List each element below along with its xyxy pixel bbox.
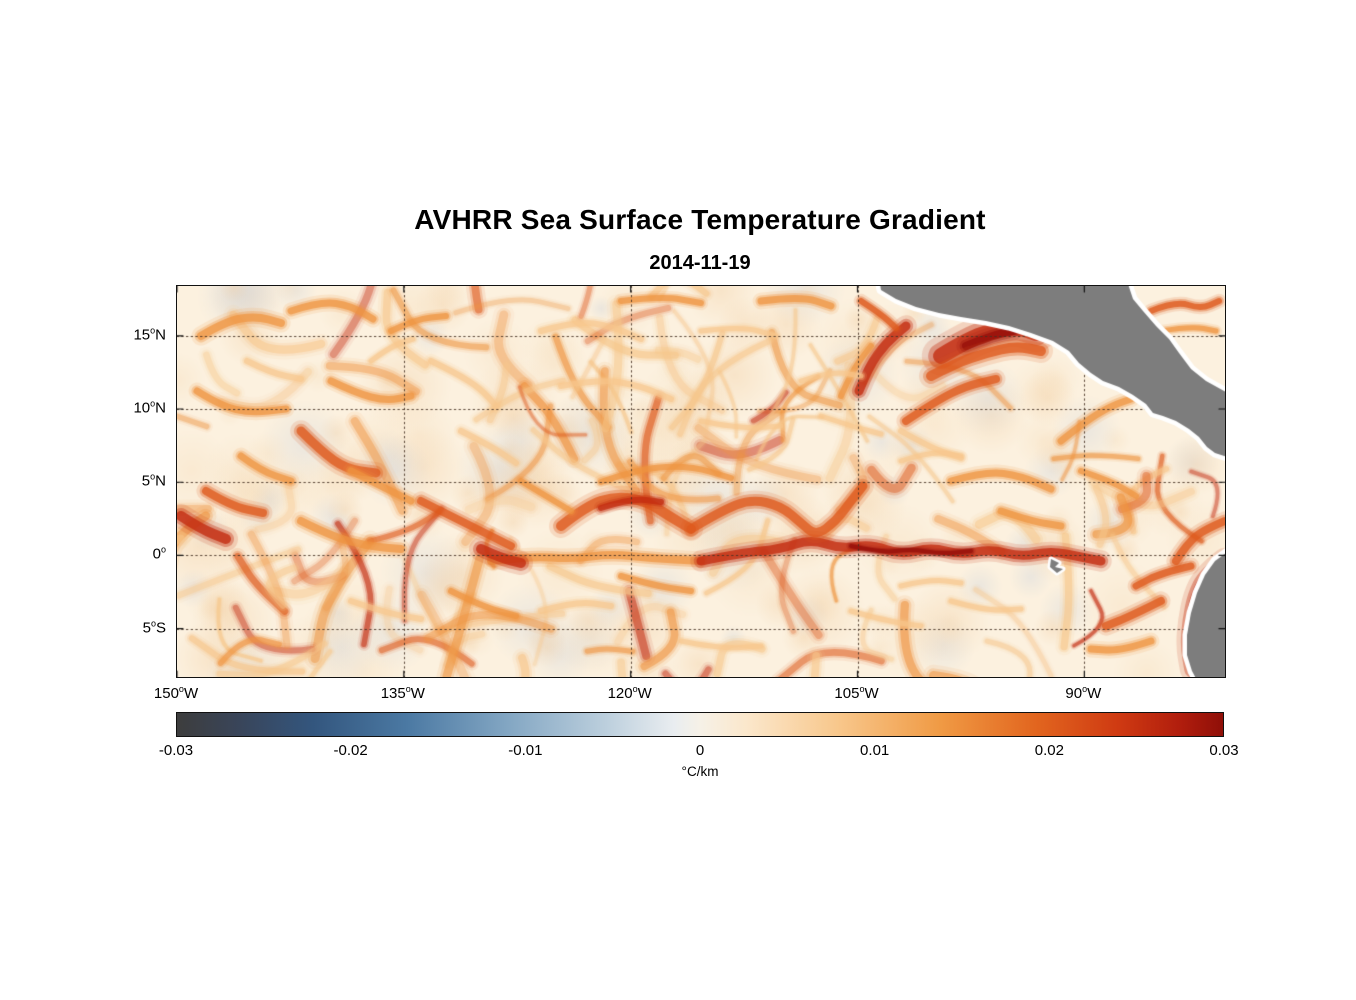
x-tick-label-150W: 150oW	[153, 684, 199, 703]
colorbar-tick-label-0.02: 0.02	[1034, 742, 1064, 759]
x-tick-label-105W: 105oW	[834, 684, 879, 703]
y-tick-label-10N: 10oN	[133, 398, 166, 417]
sst-gradient-map-canvas	[177, 286, 1225, 677]
colorbar-units-label: °C/km	[681, 764, 719, 779]
y-tick-label-5S: 5oS	[142, 618, 166, 637]
figure-title: AVHRR Sea Surface Temperature Gradient	[414, 204, 986, 235]
y-tick-label-0deg: 0o	[152, 544, 166, 563]
y-tick-label-5N: 5oN	[141, 471, 166, 490]
colorbar	[176, 712, 1224, 737]
x-tick-label-90W: 90oW	[1065, 684, 1102, 703]
x-tick-label-135W: 135oW	[380, 684, 425, 703]
colorbar-tick-label--0.01: -0.01	[508, 742, 543, 759]
figure-date-subtitle: 2014-11-19	[649, 252, 751, 274]
colorbar-tick-label-0.01: 0.01	[860, 742, 890, 759]
x-tick-label-120W: 120oW	[607, 684, 652, 703]
colorbar-tick-label-0.03: 0.03	[1209, 742, 1239, 759]
colorbar-tick-label--0.03: -0.03	[158, 742, 194, 759]
colorbar-tick-label-0: 0	[695, 742, 705, 759]
y-tick-label-15N: 15oN	[133, 325, 166, 344]
map-plot-area	[176, 285, 1226, 678]
colorbar-tick-label--0.02: -0.02	[333, 742, 368, 759]
